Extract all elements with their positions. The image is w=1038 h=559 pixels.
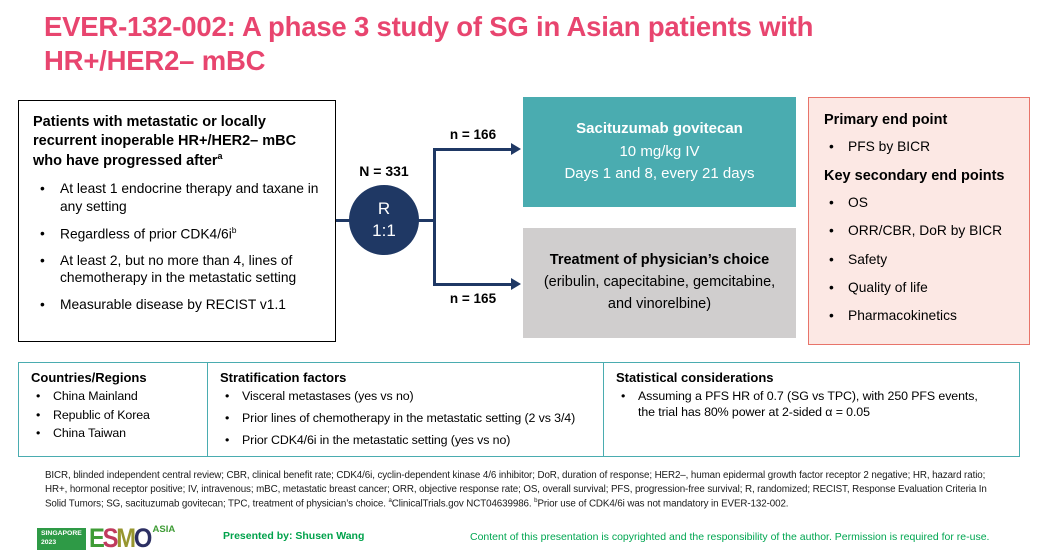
eligibility-header-text: Patients with metastatic or locally recu…	[33, 114, 297, 170]
countries-list: China Mainland Republic of Korea China T…	[31, 388, 199, 442]
endpoint-bullet: PFS by BICR	[824, 138, 1021, 156]
secondary-endpoint-list: OS ORR/CBR, DoR by BICR Safety Quality o…	[824, 194, 1021, 326]
primary-endpoint-list: PFS by BICR	[824, 138, 1021, 156]
esmo-asia-logo: SINGAPORE 2023 ESMO ASIA	[37, 523, 175, 553]
arm-top-n-label: n = 166	[449, 127, 497, 142]
arm-bottom-n-label: n = 165	[449, 291, 497, 306]
endpoint-bullet: Pharmacokinetics	[824, 307, 1021, 325]
tpc-arm-options: (eribulin, capecitabine, gemcitabine, an…	[543, 274, 776, 312]
tpc-arm-box: Treatment of physician’s choice (eribuli…	[523, 228, 796, 338]
statistics-list: Assuming a PFS HR of 0.7 (SG vs TPC), wi…	[616, 388, 1011, 420]
table-bullet: Prior lines of chemotherapy in the metas…	[220, 410, 595, 426]
slide-title-line2: HR+/HER2– mBC	[44, 44, 266, 76]
secondary-endpoint-header: Key secondary end points	[824, 167, 1005, 184]
countries-column: Countries/Regions China Mainland Republi…	[19, 363, 207, 456]
countries-header: Countries/Regions	[31, 370, 147, 385]
study-info-table: Countries/Regions China Mainland Republi…	[18, 362, 1020, 457]
randomization-ratio-label: 1:1	[372, 221, 396, 240]
eligibility-bullet: At least 1 endocrine therapy and taxane …	[33, 180, 325, 216]
table-bullet: Prior CDK4/6i in the metastatic setting …	[220, 432, 595, 448]
endpoint-bullet: ORR/CBR, DoR by BICR	[824, 222, 1021, 240]
sg-arm-schedule: Days 1 and 8, every 21 days	[564, 165, 755, 183]
slide-title-line1: EVER-132-002: A phase 3 study of SG in A…	[44, 11, 814, 42]
table-bullet: China Taiwan	[31, 425, 199, 441]
copyright-notice: Content of this presentation is copyrigh…	[470, 531, 990, 543]
eligibility-bullet: Measurable disease by RECIST v1.1	[33, 296, 325, 314]
statistics-column: Statistical considerations Assuming a PF…	[603, 363, 1019, 456]
total-enrollment-label: N = 331	[359, 163, 409, 179]
footnote-line: BICR, blinded independent central review…	[45, 470, 986, 481]
sg-arm-box: Sacituzumab govitecan 10 mg/kg IV Days 1…	[523, 97, 796, 207]
primary-endpoint-header: Primary end point	[824, 112, 948, 128]
footnote-marker-a: a	[388, 497, 392, 504]
arrowhead-icon	[511, 278, 521, 290]
tpc-arm-title: Treatment of physician’s choice	[549, 252, 770, 269]
footnote-line: Solid Tumors; SG, sacituzumab govitecan;…	[45, 497, 789, 510]
eligibility-bullet: At least 2, but no more than 4, lines of…	[33, 252, 325, 288]
stratification-list: Visceral metastases (yes vs no) Prior li…	[220, 388, 595, 449]
arrowhead-icon	[511, 143, 521, 155]
randomization-r-label: R	[377, 198, 391, 218]
table-bullet: Assuming a PFS HR of 0.7 (SG vs TPC), wi…	[616, 388, 1011, 420]
footnote-marker-b: b	[231, 224, 237, 235]
endpoint-bullet: OS	[824, 194, 1021, 212]
endpoints-box: Primary end point PFS by BICR Key second…	[808, 97, 1030, 345]
table-bullet: Republic of Korea	[31, 407, 199, 423]
endpoint-bullet: Quality of life	[824, 279, 1021, 297]
abbreviation-footnotes: BICR, blinded independent central review…	[45, 469, 1030, 511]
sg-arm-title: Sacituzumab govitecan	[576, 120, 743, 138]
arrow-line-bottom	[433, 283, 512, 286]
footnote-line: HR+, hormonal receptor positive; IV, int…	[45, 483, 987, 495]
eligibility-bullet-list: At least 1 endocrine therapy and taxane …	[33, 180, 325, 314]
footnote-marker-a: a	[217, 151, 223, 162]
stratification-header: Stratification factors	[220, 370, 347, 385]
table-bullet: China Mainland	[31, 388, 199, 404]
table-bullet: Visceral metastases (yes vs no)	[220, 388, 595, 404]
connector-line	[416, 219, 436, 222]
stratification-column: Stratification factors Visceral metastas…	[207, 363, 603, 456]
esmo-wordmark: ESMO	[89, 523, 152, 553]
arrow-line-top	[433, 148, 512, 151]
connector-line	[336, 219, 351, 222]
logo-venue-badge: SINGAPORE 2023	[37, 528, 86, 550]
randomization-circle: R 1:1	[349, 185, 419, 255]
slide-title: EVER-132-002: A phase 3 study of SG in A…	[44, 10, 994, 77]
sg-arm-dose: 10 mg/kg IV	[619, 142, 700, 160]
logo-region-label: ASIA	[152, 524, 176, 535]
statistics-header: Statistical considerations	[616, 370, 774, 385]
presented-by-label: Presented by: Shusen Wang	[223, 530, 365, 542]
footnote-marker-b: b	[534, 497, 538, 504]
eligibility-bullet: Regardless of prior CDK4/6ib	[33, 225, 325, 244]
branch-line	[433, 148, 436, 286]
endpoint-bullet: Safety	[824, 251, 1021, 269]
eligibility-header: Patients with metastatic or locally recu…	[33, 113, 325, 171]
eligibility-criteria-box: Patients with metastatic or locally recu…	[18, 100, 336, 342]
